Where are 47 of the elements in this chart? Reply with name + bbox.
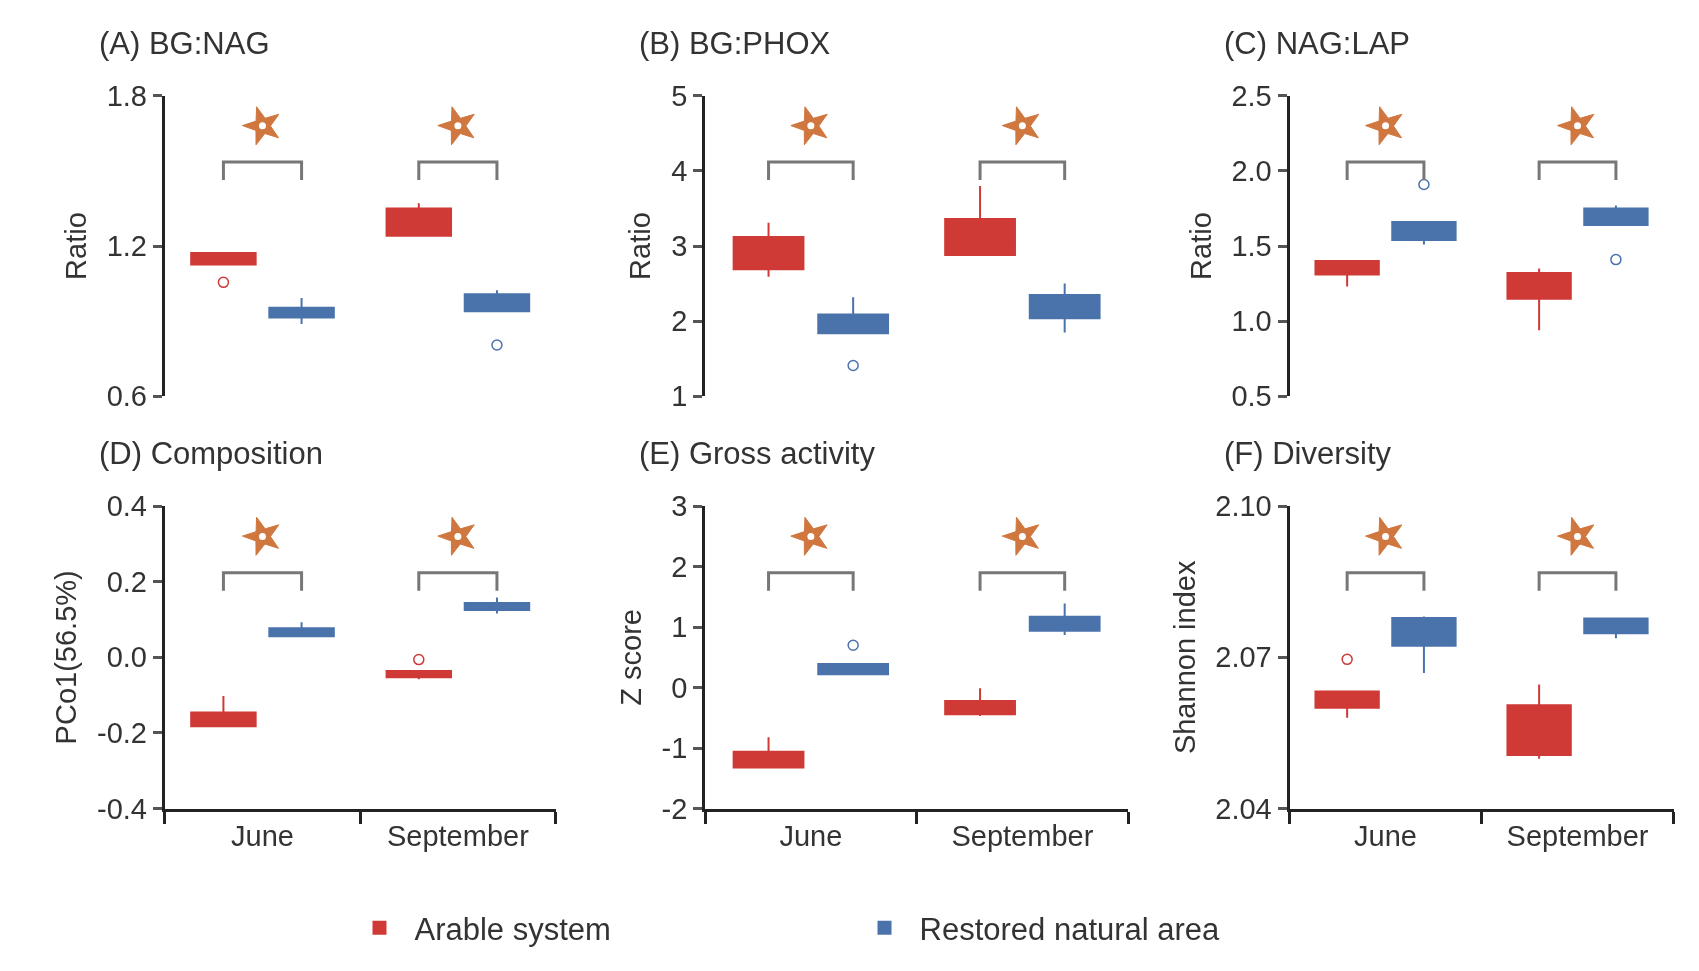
chart-title: (D) Composition [99,436,323,471]
y-tick-label: 2.07 [1215,641,1272,674]
y-tick-label: 1 [671,380,688,413]
y-tick-label: 0.4 [106,490,147,523]
y-axis-title: Ratio [1184,212,1217,280]
chart-title: (F) Diversity [1224,436,1392,471]
y-tick-label: 2 [671,550,688,583]
y-tick-label: 0.6 [106,380,147,413]
y-tick-label: 5 [671,79,688,112]
y-tick-label: 1.0 [1231,305,1272,338]
y-tick-label: 2 [671,305,688,338]
y-axis-title: Z score [614,608,647,706]
y-tick-label: 2.10 [1215,490,1272,523]
y-tick-label: -0.2 [97,717,147,750]
y-tick-label: -1 [661,732,688,765]
legend-label: Restored natural area [919,911,1221,947]
y-tick-label: 1 [671,611,688,644]
y-tick-label: -2 [661,792,688,825]
x-tick-label: September [1506,820,1649,853]
y-tick-label: 0 [671,671,688,704]
y-tick-label: -0.4 [97,792,147,825]
x-tick-label: June [231,820,294,853]
y-tick-label: 0.2 [106,565,147,598]
chart-title: (E) Gross activity [639,436,876,471]
y-axis-title: Shannon index [1168,560,1201,755]
y-tick-label: 4 [671,155,688,188]
chart-title: (B) BG:PHOX [639,26,831,61]
y-tick-label: 0.5 [1231,380,1272,413]
y-tick-label: 2.0 [1231,155,1272,188]
y-axis-title: Ratio [624,212,657,280]
y-tick-label: 1.2 [106,230,147,263]
y-tick-label: 3 [671,490,688,523]
y-tick-label: 0.0 [106,641,147,674]
y-tick-label: 1.5 [1231,230,1272,263]
y-tick-label: 1.8 [106,79,147,112]
x-tick-label: June [1354,820,1417,853]
x-tick-label: June [779,820,843,853]
chart-title: (C) NAG:LAP [1224,26,1411,61]
y-tick-label: 2.5 [1231,79,1272,112]
x-tick-label: September [951,820,1094,853]
legend-label: Arable system [414,911,611,947]
chart-title: (A) BG:NAG [99,26,270,61]
y-tick-label: 3 [671,230,688,263]
y-axis-title: Ratio [60,212,93,280]
x-tick-label: September [386,820,530,853]
y-axis-title: PCo1(56.5%) [50,570,83,745]
y-tick-label: 2.04 [1215,792,1272,825]
